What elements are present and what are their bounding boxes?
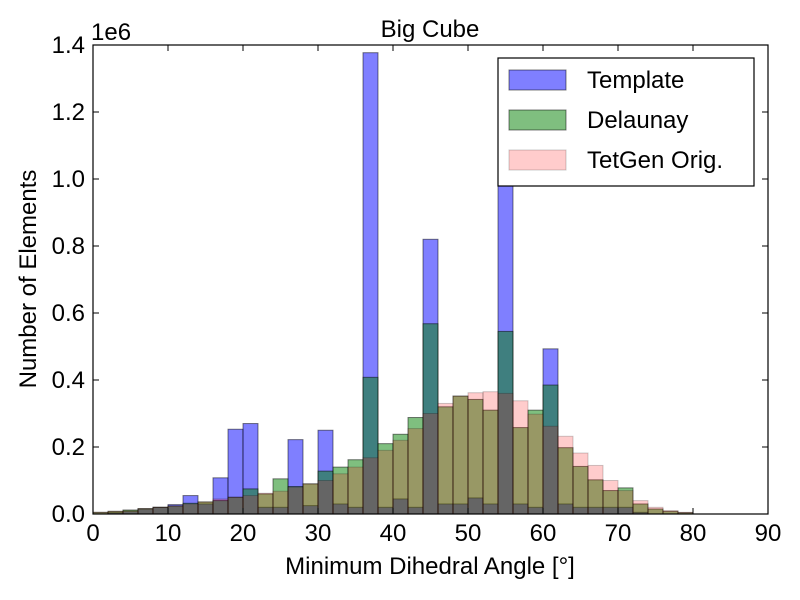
bar-tetgen-orig-34 <box>602 480 619 515</box>
bar-tetgen-orig-18 <box>362 457 379 515</box>
bar-tetgen-orig-9 <box>227 496 244 515</box>
bar-tetgen-orig-15 <box>317 480 334 515</box>
chart-title: Big Cube <box>381 16 480 43</box>
bar-tetgen-orig-30 <box>542 425 559 515</box>
bar-tetgen-orig-31 <box>557 435 574 515</box>
x-tick-label: 90 <box>755 520 782 547</box>
legend-label-tetgen-orig: TetGen Orig. <box>587 147 723 174</box>
bar-tetgen-orig-33 <box>587 464 604 515</box>
bar-tetgen-orig-21 <box>407 428 424 515</box>
x-tick-label: 40 <box>380 520 407 547</box>
y-tick-label: 0.4 <box>52 367 85 394</box>
bar-tetgen-orig-7 <box>197 501 214 515</box>
y-tick-label: 0.0 <box>52 501 85 528</box>
bar-tetgen-orig-16 <box>332 473 349 515</box>
x-tick-label: 30 <box>305 520 332 547</box>
y-offset-text: 1e6 <box>91 19 131 46</box>
bar-tetgen-orig-25 <box>467 392 484 515</box>
y-tick-label: 0.8 <box>52 233 85 260</box>
bar-tetgen-orig-27 <box>497 392 514 515</box>
legend: Template Delaunay TetGen Orig. <box>497 57 755 187</box>
x-tick-label: 70 <box>605 520 632 547</box>
bar-tetgen-orig-22 <box>422 413 439 515</box>
bar-tetgen-orig-20 <box>392 439 409 515</box>
bar-tetgen-orig-8 <box>212 498 229 515</box>
y-tick-label: 1.4 <box>52 32 85 59</box>
bar-tetgen-orig-26 <box>482 391 499 515</box>
ticks-layer: 0 10 20 30 40 50 60 70 80 90 0.0 0.2 0.4 0.6 0.8 1.0 1.2… <box>52 32 782 547</box>
legend-swatch-template <box>508 69 567 91</box>
x-tick-label: 0 <box>86 520 99 547</box>
x-tick-label: 20 <box>230 520 257 547</box>
bar-tetgen-orig-35 <box>617 490 634 515</box>
bar-tetgen-orig-19 <box>377 449 394 515</box>
y-tick-label: 1.0 <box>52 166 85 193</box>
legend-label-template: Template <box>587 67 684 94</box>
legend-swatch-delaunay <box>508 109 567 131</box>
x-tick-label: 80 <box>680 520 707 547</box>
bar-tetgen-orig-28 <box>512 400 529 515</box>
x-tick-label: 60 <box>530 520 557 547</box>
bar-tetgen-orig-32 <box>572 452 589 515</box>
bar-tetgen-orig-13 <box>287 486 304 515</box>
bar-tetgen-orig-24 <box>452 395 469 515</box>
x-tick-label: 50 <box>455 520 482 547</box>
legend-swatch-tetgen-orig <box>508 149 567 171</box>
bar-tetgen-orig-5 <box>167 505 184 515</box>
bar-tetgen-orig-29 <box>527 413 544 515</box>
bar-tetgen-orig-36 <box>632 500 649 515</box>
bar-tetgen-orig-12 <box>272 490 289 515</box>
bar-tetgen-orig-14 <box>302 483 319 515</box>
bar-tetgen-orig-37 <box>647 506 664 515</box>
y-tick-label: 1.2 <box>52 99 85 126</box>
x-tick-label: 10 <box>155 520 182 547</box>
bar-tetgen-orig-11 <box>257 492 274 515</box>
x-axis-label: Minimum Dihedral Angle [°] <box>285 553 575 580</box>
y-tick-label: 0.2 <box>52 434 85 461</box>
bar-tetgen-orig-4 <box>152 506 169 515</box>
bar-tetgen-orig-23 <box>437 402 454 515</box>
y-tick-label: 0.6 <box>52 300 85 327</box>
bar-tetgen-orig-17 <box>347 466 364 515</box>
y-axis-label: Number of Elements <box>15 170 42 389</box>
legend-label-delaunay: Delaunay <box>587 107 688 134</box>
bar-tetgen-orig-6 <box>182 503 199 515</box>
bar-tetgen-orig-10 <box>242 495 259 515</box>
bar-tetgen-orig-3 <box>137 508 154 515</box>
plot-frame <box>92 44 769 515</box>
